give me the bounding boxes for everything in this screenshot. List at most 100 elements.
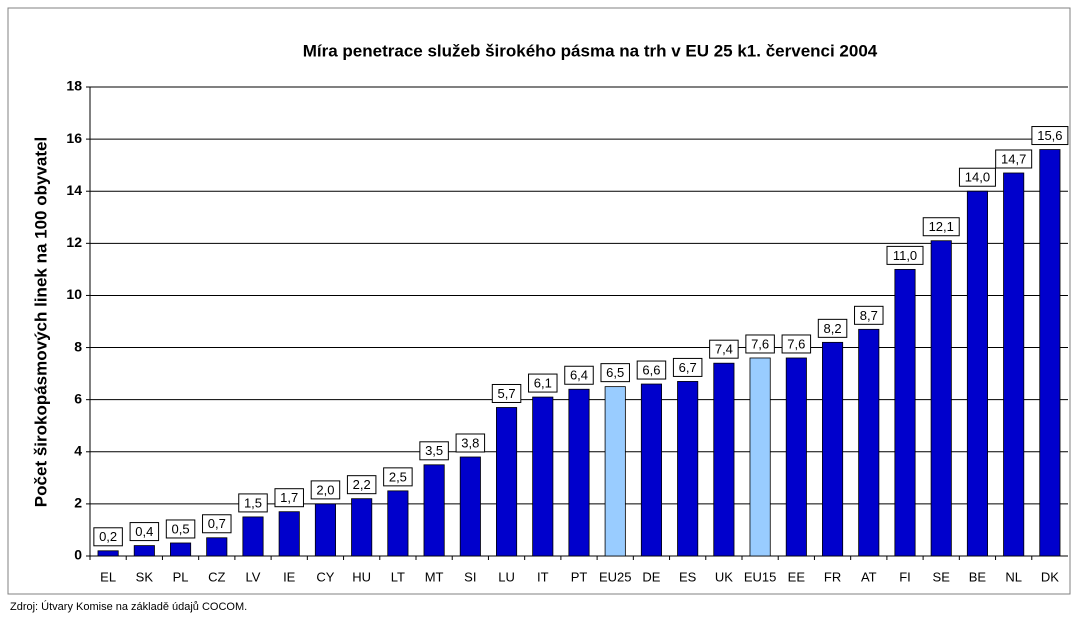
data-label-box	[781, 334, 812, 354]
bar	[568, 388, 590, 557]
y-tick-label: 6	[74, 390, 82, 406]
y-tick-label: 12	[66, 234, 82, 250]
x-tick-label: MT	[425, 569, 444, 584]
bar	[351, 498, 373, 557]
data-label: 6,7	[679, 360, 697, 375]
data-label-box	[129, 522, 160, 542]
x-tick-label: CZ	[208, 569, 225, 584]
x-tick-label: NL	[1005, 569, 1022, 584]
x-tick-label: LV	[246, 569, 261, 584]
bar	[677, 381, 699, 557]
x-tick-label: BE	[969, 569, 987, 584]
bar	[1039, 149, 1061, 557]
data-label-box	[165, 519, 196, 539]
bar	[387, 490, 409, 557]
data-label: 0,4	[135, 524, 153, 539]
data-label: 3,8	[461, 435, 479, 450]
bar	[496, 407, 518, 557]
bar	[206, 537, 228, 557]
x-tick-label: DK	[1041, 569, 1059, 584]
bar	[858, 328, 880, 557]
y-tick-label: 2	[74, 495, 82, 511]
data-label-box	[636, 360, 667, 380]
data-label-box	[202, 514, 232, 534]
data-label: 2,5	[389, 469, 407, 484]
data-label: 8,2	[824, 321, 842, 336]
x-tick-label: PL	[173, 569, 189, 584]
bar	[459, 456, 481, 557]
data-label-box	[600, 363, 630, 383]
data-label: 11,0	[893, 248, 917, 263]
x-tick-label: CY	[316, 569, 334, 584]
y-tick-label: 10	[66, 286, 82, 302]
bar	[1003, 172, 1025, 557]
data-label: 1,7	[280, 490, 298, 505]
data-label-box	[995, 149, 1033, 169]
data-label: 7,4	[715, 342, 733, 357]
bar	[930, 240, 952, 557]
bar	[894, 268, 916, 557]
x-tick-label: SK	[136, 569, 154, 584]
data-label: 12,1	[929, 219, 954, 234]
data-label-box	[672, 357, 703, 377]
data-label-box	[238, 493, 268, 513]
data-label: 6,6	[642, 362, 660, 377]
y-axis-label: Počet širokopásmových linek na 100 obyva…	[31, 137, 50, 507]
x-tick-label: DE	[642, 569, 660, 584]
data-label: 0,5	[172, 521, 190, 536]
data-label-box	[455, 433, 486, 453]
x-tick-label: PT	[571, 569, 588, 584]
y-tick-label: 8	[74, 338, 82, 354]
x-tick-label: HU	[352, 569, 371, 584]
bar	[133, 545, 155, 557]
bar	[713, 362, 735, 557]
data-label: 15,6	[1037, 128, 1062, 143]
data-label-box	[419, 441, 449, 461]
data-label: 8,7	[860, 308, 878, 323]
bar	[242, 516, 264, 557]
data-label: 0,2	[99, 529, 117, 544]
data-label-box	[346, 475, 377, 495]
data-label: 14,7	[1001, 151, 1026, 166]
data-label-box	[93, 527, 123, 547]
bar	[97, 550, 119, 557]
data-label-box	[817, 318, 848, 338]
data-label-box	[958, 167, 996, 187]
y-tick-label: 0	[74, 547, 82, 563]
y-tick-label: 16	[66, 130, 82, 146]
data-label-box	[922, 217, 960, 237]
data-label-box	[564, 365, 594, 385]
bar	[604, 386, 626, 557]
data-label: 1,5	[244, 495, 262, 510]
data-label-box	[528, 373, 558, 393]
bar	[966, 190, 988, 557]
data-label: 14,0	[965, 170, 990, 185]
data-label: 0,7	[208, 516, 226, 531]
x-tick-label: SE	[933, 569, 951, 584]
data-label: 5,7	[498, 386, 516, 401]
data-label-box	[886, 245, 924, 265]
x-tick-label: EU25	[599, 569, 632, 584]
bar	[785, 357, 807, 557]
data-label-box	[1031, 126, 1069, 146]
data-label-box	[274, 488, 304, 508]
bar	[822, 341, 844, 557]
x-tick-label: EU15	[744, 569, 777, 584]
x-tick-label: LU	[498, 569, 515, 584]
data-label-box	[310, 480, 341, 500]
chart-title: Míra penetrace služeb širokého pásma na …	[303, 41, 878, 60]
source-note: Zdroj: Útvary Komise na základě údajů CO…	[10, 600, 247, 613]
data-label: 6,1	[534, 375, 552, 390]
data-label: 2,2	[353, 477, 371, 492]
x-tick-label: IT	[537, 569, 549, 584]
bar	[532, 396, 554, 557]
data-label-box	[491, 383, 522, 403]
data-label-box	[854, 305, 884, 325]
bar	[278, 511, 300, 557]
bar	[749, 357, 771, 557]
data-label: 7,6	[787, 336, 805, 351]
x-tick-label: SI	[464, 569, 476, 584]
data-label: 2,0	[316, 482, 334, 497]
bar	[423, 464, 445, 557]
